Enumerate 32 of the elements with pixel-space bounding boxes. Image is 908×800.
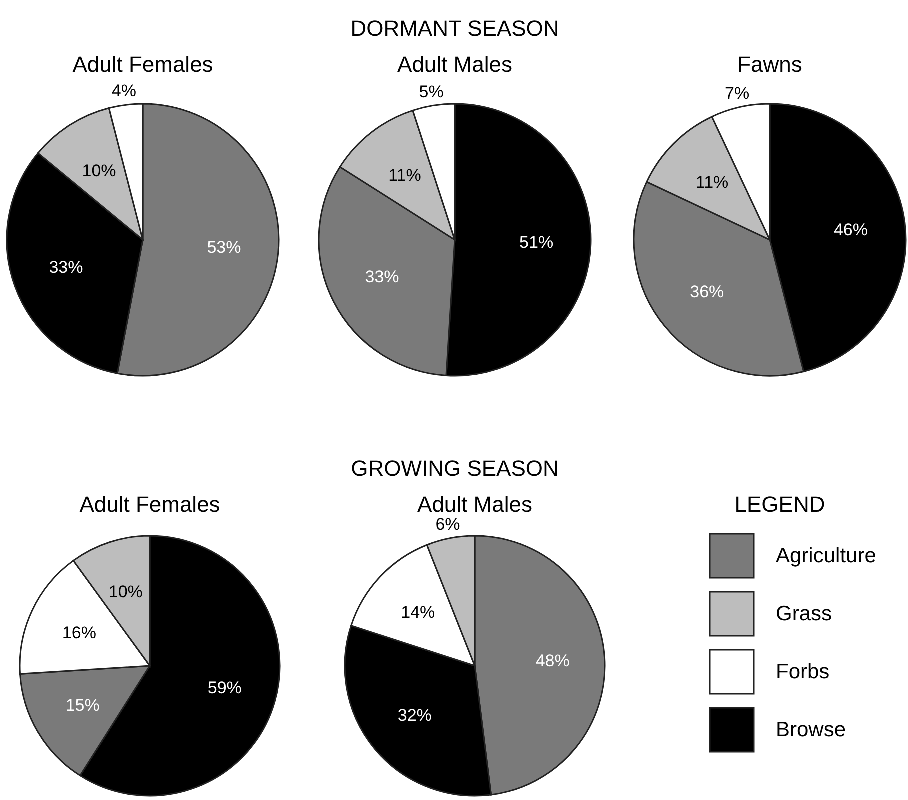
data-label: 14% [401,603,436,622]
chart-title: Adult Females [72,52,214,77]
data-label: 59% [208,678,242,698]
data-label: 11% [696,172,729,192]
category-label: Browse [776,718,846,742]
data-label: 32% [398,706,432,726]
data-label: 48% [536,652,570,671]
data-label: 4% [112,82,136,101]
category-label: Grass [776,602,832,626]
category-label: Forbs [776,660,830,684]
data-label: 36% [690,282,724,302]
data-label: 15% [66,696,100,716]
data-label: 5% [419,82,444,102]
text: LEGEND [734,492,826,517]
category-label: Agriculture [776,544,876,568]
text: DORMANT SEASON [350,16,560,41]
data-label: 16% [62,623,96,642]
chart-title: Fawns [738,52,802,77]
data-label: 10% [108,582,143,602]
data-label: 46% [834,220,868,240]
chart-title: Adult Males [418,492,532,517]
data-label: 33% [49,258,84,278]
data-label: 10% [82,162,116,181]
data-label: 53% [207,238,242,258]
data-label: 51% [520,233,554,252]
data-label: 33% [365,268,400,287]
data-label: 7% [724,84,750,104]
data-label: 11% [388,166,422,186]
chart-title: Adult Males [398,52,512,77]
chart-title: Adult Females [80,492,220,517]
data-label: 6% [436,515,460,534]
text: GROWING SEASON [351,456,559,481]
